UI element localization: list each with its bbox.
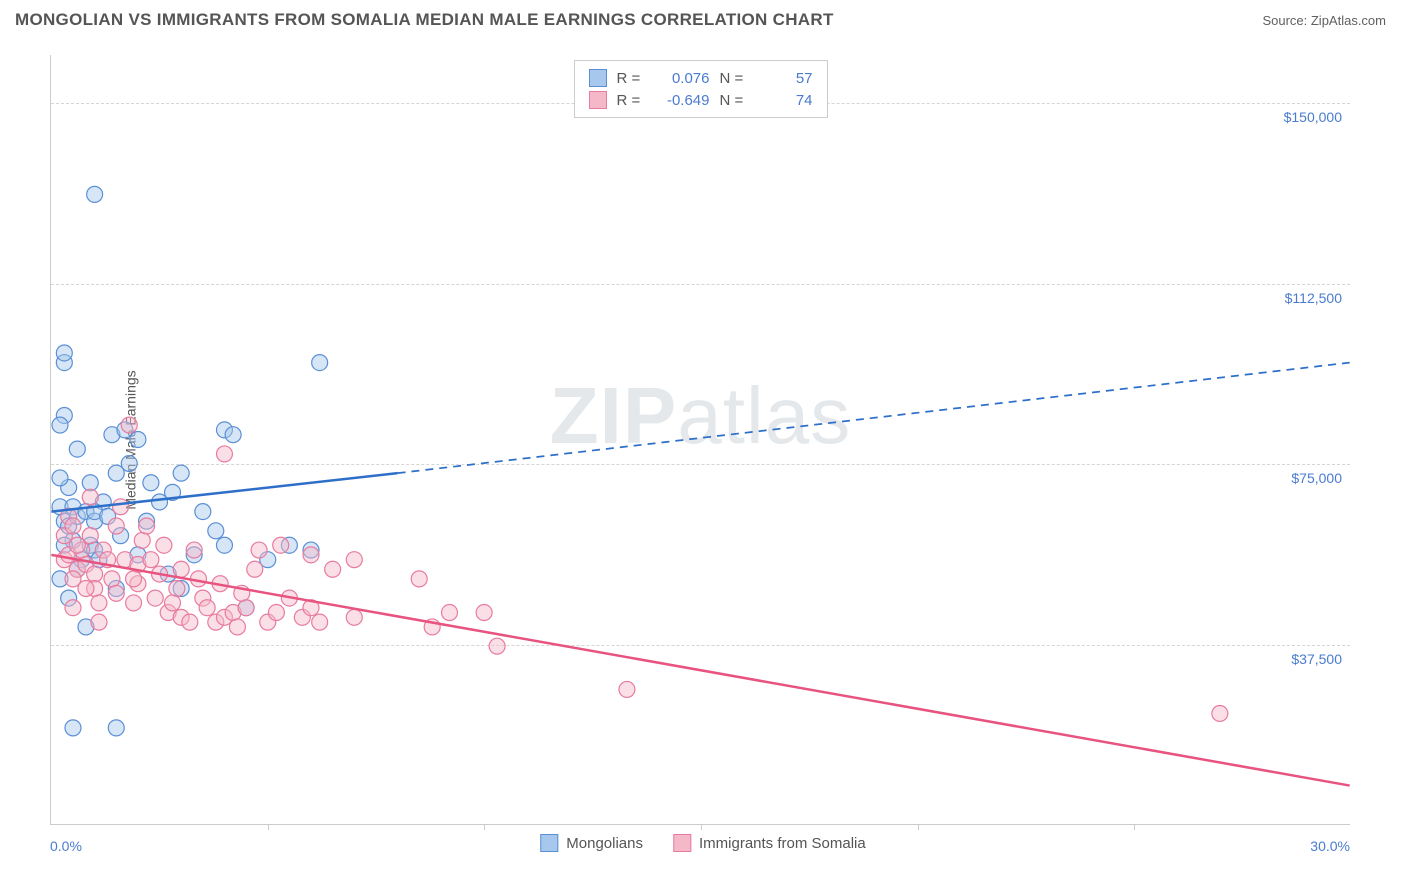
source-attribution: Source: ZipAtlas.com bbox=[1262, 13, 1386, 28]
scatter-point bbox=[130, 432, 146, 448]
scatter-point bbox=[225, 427, 241, 443]
scatter-point bbox=[173, 561, 189, 577]
legend-item-0: Mongolians bbox=[540, 834, 643, 852]
scatter-point bbox=[195, 504, 211, 520]
scatter-point bbox=[489, 638, 505, 654]
scatter-point bbox=[147, 590, 163, 606]
chart-header: MONGOLIAN VS IMMIGRANTS FROM SOMALIA MED… bbox=[0, 0, 1406, 35]
scatter-point bbox=[108, 585, 124, 601]
scatter-point bbox=[1212, 705, 1228, 721]
scatter-point bbox=[126, 595, 142, 611]
scatter-point bbox=[303, 547, 319, 563]
scatter-point bbox=[186, 542, 202, 558]
x-tick bbox=[701, 824, 702, 830]
x-tick bbox=[268, 824, 269, 830]
scatter-point bbox=[52, 417, 68, 433]
r-value-1: -0.649 bbox=[655, 92, 710, 109]
scatter-point bbox=[143, 552, 159, 568]
scatter-point bbox=[113, 499, 129, 515]
correlation-legend: R = 0.076 N = 57 R = -0.649 N = 74 bbox=[574, 60, 828, 118]
source-link[interactable]: ZipAtlas.com bbox=[1311, 13, 1386, 28]
scatter-point bbox=[65, 720, 81, 736]
scatter-point bbox=[199, 600, 215, 616]
scatter-point bbox=[312, 614, 328, 630]
r-value-0: 0.076 bbox=[655, 70, 710, 87]
scatter-point bbox=[169, 581, 185, 597]
scatter-point bbox=[442, 605, 458, 621]
scatter-point bbox=[134, 532, 150, 548]
scatter-point bbox=[165, 595, 181, 611]
legend-label-0: Mongolians bbox=[566, 835, 643, 852]
series-legend: Mongolians Immigrants from Somalia bbox=[540, 834, 865, 852]
x-tick bbox=[1134, 824, 1135, 830]
r-label: R = bbox=[617, 70, 645, 87]
scatter-point bbox=[216, 446, 232, 462]
legend-row-series-1: R = -0.649 N = 74 bbox=[589, 89, 813, 111]
x-axis-min-label: 0.0% bbox=[50, 838, 82, 854]
r-label: R = bbox=[617, 92, 645, 109]
swatch-bottom-1 bbox=[673, 834, 691, 852]
scatter-point bbox=[108, 720, 124, 736]
scatter-point bbox=[312, 355, 328, 371]
scatter-point bbox=[91, 614, 107, 630]
n-value-1: 74 bbox=[758, 92, 813, 109]
scatter-plot-svg bbox=[51, 55, 1350, 824]
scatter-point bbox=[325, 561, 341, 577]
scatter-point bbox=[65, 600, 81, 616]
scatter-point bbox=[476, 605, 492, 621]
scatter-point bbox=[156, 537, 172, 553]
scatter-point bbox=[104, 571, 120, 587]
chart-plot-area: Median Male Earnings ZIPatlas R = 0.076 … bbox=[50, 55, 1350, 825]
scatter-point bbox=[346, 609, 362, 625]
legend-item-1: Immigrants from Somalia bbox=[673, 834, 866, 852]
legend-label-1: Immigrants from Somalia bbox=[699, 835, 866, 852]
scatter-point bbox=[273, 537, 289, 553]
x-axis-max-label: 30.0% bbox=[1310, 838, 1350, 854]
source-prefix: Source: bbox=[1262, 13, 1310, 28]
scatter-point bbox=[411, 571, 427, 587]
scatter-point bbox=[251, 542, 267, 558]
scatter-point bbox=[82, 489, 98, 505]
scatter-point bbox=[182, 614, 198, 630]
chart-title: MONGOLIAN VS IMMIGRANTS FROM SOMALIA MED… bbox=[15, 10, 834, 30]
regression-line-solid bbox=[51, 555, 1349, 786]
scatter-point bbox=[91, 595, 107, 611]
scatter-point bbox=[229, 619, 245, 635]
swatch-series-0 bbox=[589, 69, 607, 87]
swatch-bottom-0 bbox=[540, 834, 558, 852]
scatter-point bbox=[78, 581, 94, 597]
scatter-point bbox=[121, 456, 137, 472]
scatter-point bbox=[143, 475, 159, 491]
x-tick bbox=[484, 824, 485, 830]
scatter-point bbox=[87, 186, 103, 202]
x-tick bbox=[918, 824, 919, 830]
scatter-point bbox=[69, 441, 85, 457]
swatch-series-1 bbox=[589, 91, 607, 109]
scatter-point bbox=[346, 552, 362, 568]
scatter-point bbox=[87, 566, 103, 582]
scatter-point bbox=[126, 571, 142, 587]
scatter-point bbox=[139, 518, 155, 534]
n-value-0: 57 bbox=[758, 70, 813, 87]
regression-line-dashed bbox=[398, 363, 1350, 474]
scatter-point bbox=[208, 523, 224, 539]
legend-row-series-0: R = 0.076 N = 57 bbox=[589, 67, 813, 89]
scatter-point bbox=[82, 475, 98, 491]
scatter-point bbox=[173, 465, 189, 481]
scatter-point bbox=[247, 561, 263, 577]
scatter-point bbox=[56, 345, 72, 361]
scatter-point bbox=[52, 470, 68, 486]
scatter-point bbox=[268, 605, 284, 621]
scatter-point bbox=[216, 537, 232, 553]
scatter-point bbox=[121, 417, 137, 433]
n-label: N = bbox=[720, 70, 748, 87]
scatter-point bbox=[65, 518, 81, 534]
n-label: N = bbox=[720, 92, 748, 109]
scatter-point bbox=[238, 600, 254, 616]
scatter-point bbox=[619, 681, 635, 697]
regression-line-solid bbox=[51, 473, 397, 511]
scatter-point bbox=[108, 518, 124, 534]
scatter-point bbox=[82, 528, 98, 544]
